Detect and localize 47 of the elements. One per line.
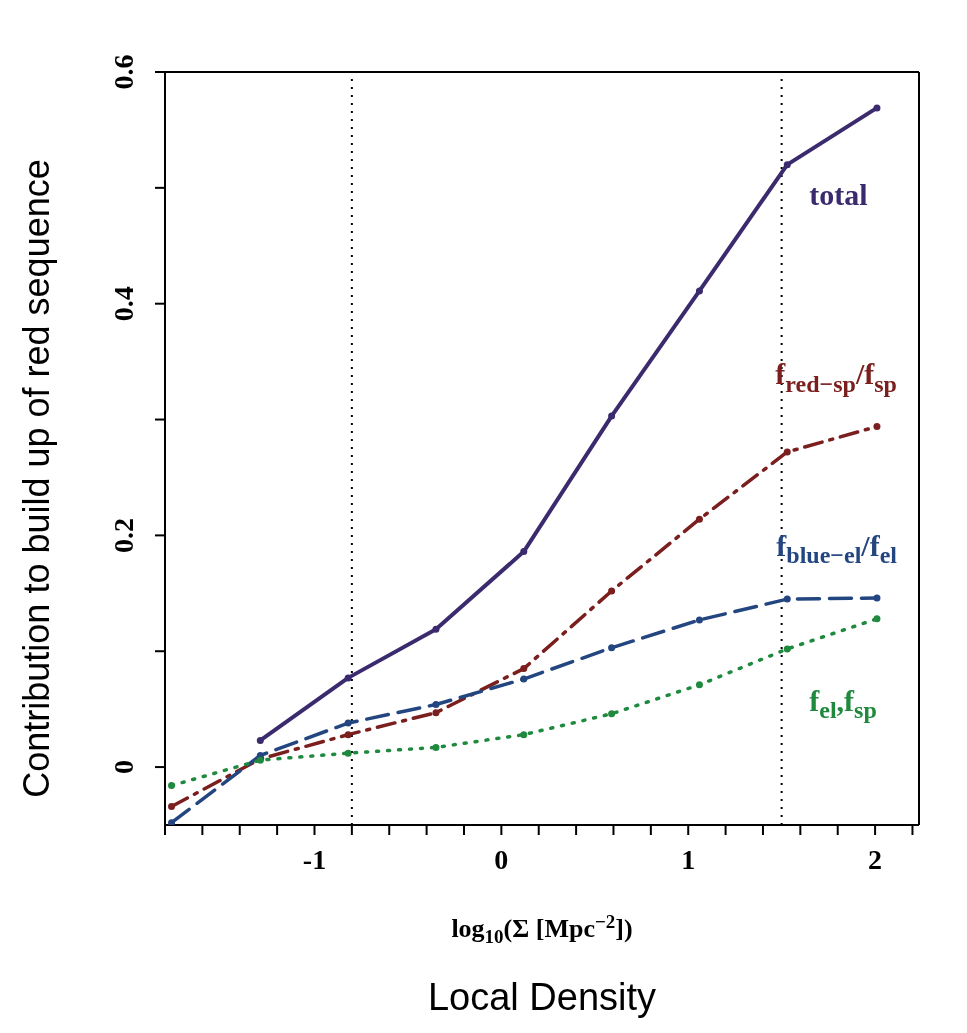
- point: [256, 736, 264, 744]
- point: [695, 515, 703, 523]
- point: [344, 731, 352, 739]
- point: [432, 701, 440, 709]
- point: [520, 731, 528, 739]
- point: [608, 587, 616, 595]
- point: [520, 548, 528, 556]
- x-tick-label: 1: [681, 843, 696, 875]
- y-tick-label: 0.2: [108, 517, 139, 553]
- point: [520, 675, 528, 683]
- point: [432, 709, 440, 717]
- series-label: f$_{blue−el}$/f$_{el}$: [776, 528, 898, 569]
- series-label: f$_{red−sp}$/f$_{sp}$: [775, 357, 897, 397]
- point: [783, 448, 791, 456]
- x-tick-label: -1: [302, 843, 327, 875]
- point: [608, 710, 616, 718]
- point: [432, 625, 440, 633]
- point: [344, 719, 352, 727]
- point: [873, 422, 881, 430]
- point: [168, 819, 176, 825]
- point: [344, 674, 352, 682]
- point: [520, 665, 528, 673]
- x-tick-label: 0: [494, 843, 509, 875]
- point: [873, 615, 881, 623]
- point: [873, 594, 881, 602]
- y-axis-title: Contribution to build up of red sequence: [15, 159, 57, 798]
- point: [783, 645, 791, 653]
- x-axis-title: log$_{10}$(Σ [Mpc$^{−2}$]): [451, 911, 633, 947]
- point: [608, 412, 616, 420]
- point: [168, 782, 176, 790]
- point: [695, 681, 703, 689]
- point: [344, 749, 352, 757]
- point: [608, 644, 616, 652]
- point: [695, 287, 703, 295]
- y-tick-label: 0.6: [108, 54, 139, 90]
- series-label: total: [809, 177, 868, 211]
- point: [783, 595, 791, 603]
- point: [695, 616, 703, 624]
- x-tick-label: 2: [868, 843, 883, 875]
- y-tick-label: 0.4: [108, 286, 139, 322]
- point: [432, 743, 440, 751]
- point: [168, 802, 176, 810]
- series-label: f$_{el}$,f$_{sp}$: [809, 683, 877, 724]
- text: Local Density: [427, 976, 657, 1018]
- point: [783, 161, 791, 169]
- y-tick-label: 0: [108, 760, 139, 775]
- point: [873, 104, 881, 112]
